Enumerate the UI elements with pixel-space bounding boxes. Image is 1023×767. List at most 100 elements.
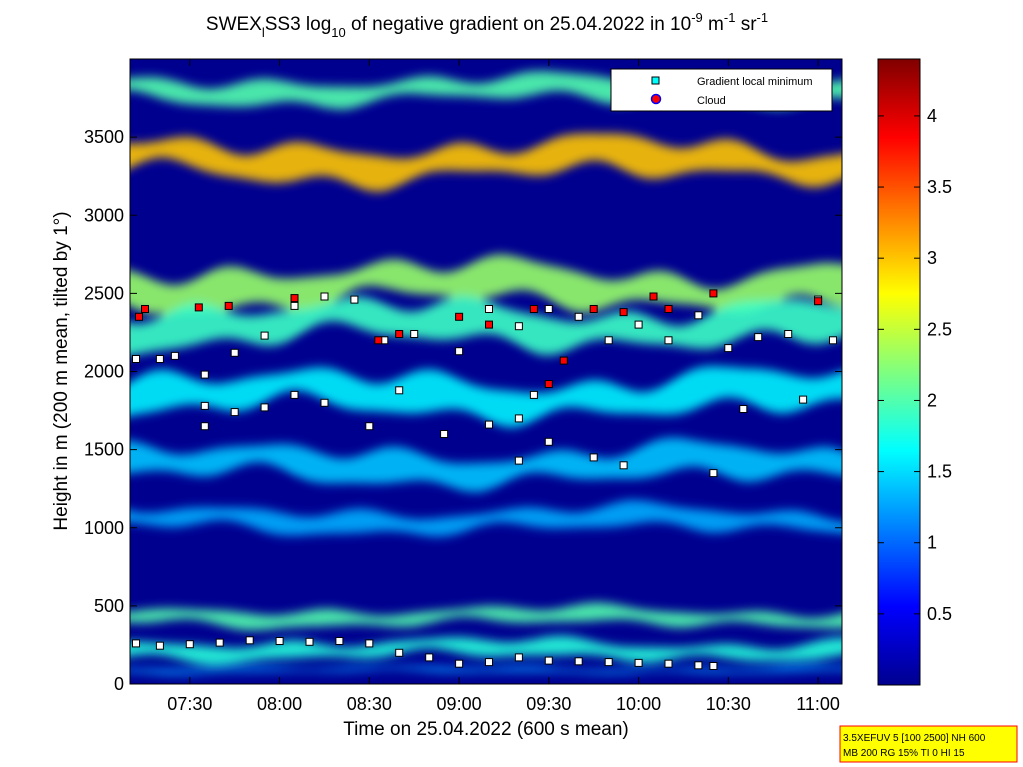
y-tick-label: 0: [114, 674, 124, 694]
gradient-minimum-marker: [425, 653, 434, 662]
y-tick-label: 500: [94, 596, 124, 616]
gradient-minimum-marker: [320, 292, 329, 301]
gradient-minimum-marker: [245, 636, 254, 645]
gradient-minimum-marker: [170, 351, 179, 360]
gradient-minimum-marker: [275, 637, 284, 645]
x-axis: 07:30 08:00 08:30 09:00 09:30 10:00 10:30 11:00: [167, 59, 840, 714]
cloud-marker: [709, 289, 718, 298]
legend-marker-cloud: [650, 93, 662, 105]
gradient-minimum-marker: [215, 638, 224, 647]
gradient-minimum-marker: [664, 659, 673, 668]
gradient-minimum-marker: [634, 658, 643, 667]
x-tick-label: 09:00: [437, 694, 482, 714]
cloud-marker: [814, 297, 823, 306]
gradient-minimum-marker: [574, 312, 583, 321]
colorbar-tick-label: 1.5: [927, 462, 952, 482]
heatmap-layer: [130, 133, 842, 192]
cloud-marker: [224, 301, 233, 310]
colorbar-tick-label: 2.5: [927, 319, 952, 339]
legend-label-gradient-min: Gradient local minimum: [697, 76, 813, 88]
gradient-minimum-marker: [754, 333, 763, 342]
y-tick-label: 3500: [84, 127, 124, 147]
gradient-minimum-marker: [514, 653, 523, 662]
colorbar: 0.5 1 1.5 2 2.5 3 3.5 4: [877, 58, 952, 686]
y-tick-label: 1000: [84, 518, 124, 538]
colorbar-tick-label: 2: [927, 390, 937, 410]
gradient-minimum-marker: [365, 639, 374, 648]
gradient-minimum-marker: [395, 386, 404, 395]
gradient-minimum-marker: [395, 648, 404, 657]
gradient-minimum-marker: [784, 330, 793, 338]
gradient-minimum-marker: [155, 355, 164, 363]
legend-label-cloud: Cloud: [697, 95, 726, 107]
cloud-marker: [544, 380, 553, 388]
colorbar-ticks: 0.5 1 1.5 2 2.5 3 3.5 4: [878, 106, 952, 624]
gradient-minimum-marker: [485, 420, 493, 429]
gradient-minimum-marker: [320, 398, 329, 407]
gradient-minimum-marker: [544, 656, 553, 665]
y-tick-label: 2000: [84, 362, 124, 382]
cloud-marker: [664, 305, 673, 313]
gradient-minimum-marker: [230, 408, 239, 417]
legend-box: [610, 68, 833, 112]
gradient-minimum-marker: [200, 422, 209, 431]
colorbar-tick-label: 1: [927, 533, 937, 553]
x-tick-label: 09:30: [526, 694, 571, 714]
y-tick-label: 2500: [84, 283, 124, 303]
gradient-minimum-marker: [200, 401, 209, 410]
gradient-minimum-marker: [709, 662, 718, 670]
colorbar-gradient: [877, 58, 921, 686]
gradient-minimum-marker: [694, 661, 703, 670]
heatmap-layer: [130, 71, 842, 110]
gradient-minimum-marker: [455, 659, 464, 668]
heatmap-layers: [130, 71, 842, 676]
legend: Gradient local minimum Cloud: [610, 68, 833, 112]
colorbar-tick-label: 3: [927, 248, 937, 268]
gradient-minimum-marker: [829, 336, 837, 345]
gradient-minimum-marker: [544, 305, 553, 313]
gradient-minimum-marker: [604, 658, 613, 667]
gradient-minimum-marker: [604, 336, 613, 345]
heatmap-layer: [130, 254, 842, 314]
chart-title: SWEXlSS3 log10 of negative gradient on 2…: [206, 10, 768, 40]
gradient-minimum-marker: [200, 370, 209, 379]
cloud-marker: [619, 308, 628, 317]
cloud-marker: [455, 312, 464, 321]
gradient-minimum-marker: [260, 403, 269, 412]
cloud-marker: [395, 330, 404, 338]
gradient-minimum-marker: [290, 301, 299, 310]
colorbar-tick-label: 4: [927, 106, 937, 126]
x-tick-label: 08:30: [347, 694, 392, 714]
gradient-minimum-marker: [410, 330, 419, 338]
x-tick-label: 07:30: [167, 694, 212, 714]
gradient-minimum-marker: [514, 322, 523, 331]
gradient-minimum-marker: [589, 453, 598, 462]
info-box-background: [839, 725, 1018, 763]
info-box: 3.5XEFUV 5 [100 2500] NH 600 MB 200 RG 1…: [839, 725, 1018, 763]
gradient-minimum-marker: [132, 355, 140, 363]
gradient-minimum-marker: [260, 331, 269, 340]
cloud-marker: [649, 292, 658, 301]
gradient-minimum-marker: [485, 658, 493, 667]
legend-marker-gradient-min: [651, 76, 660, 85]
colorbar-tick-label: 3.5: [927, 177, 952, 197]
gradient-minimum-marker: [619, 461, 628, 470]
gradient-minimum-marker: [185, 640, 194, 649]
cloud-marker: [135, 312, 143, 321]
y-tick-label: 1500: [84, 440, 124, 460]
gradient-minimum-marker: [664, 336, 673, 345]
cloud-marker: [290, 294, 299, 303]
gradient-minimum-marker: [455, 347, 464, 356]
cloud-marker: [485, 320, 493, 329]
gradient-minimum-marker: [514, 456, 523, 465]
x-tick-label: 11:00: [796, 694, 840, 714]
heatmap-layer: [130, 602, 842, 631]
gradient-minimum-marker: [574, 657, 583, 666]
plot-area: [130, 59, 842, 684]
gradient-minimum-marker: [529, 390, 538, 399]
markers: [132, 289, 837, 670]
gradient-minimum-marker: [724, 344, 733, 353]
gradient-minimum-marker: [634, 320, 643, 329]
gradient-minimum-marker: [230, 348, 239, 357]
